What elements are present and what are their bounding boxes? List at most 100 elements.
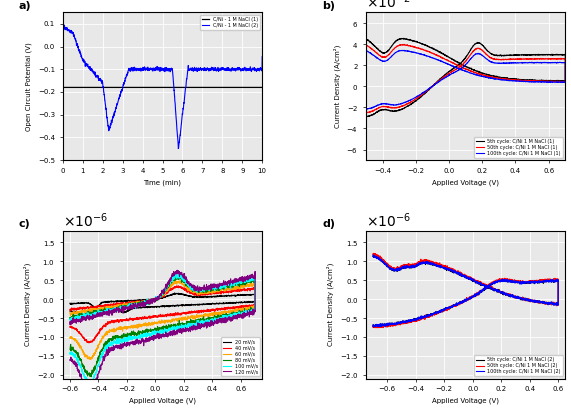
C/Ni - 1 M NaCl (2) [234,67,240,72]
60 mV/s [66,310,73,314]
60 mV/s [247,282,254,287]
100th cycle: C/Ni 1 M NaCl (2): (-0.627, -6.88e-07): C/Ni 1 M NaCl (2): (-0.627, -6.88e-07) [380,322,387,327]
50th cycle: C/Ni 1 M NaCl (1): (-0.5, -0.0249): C/Ni 1 M NaCl (1): (-0.5, -0.0249) [363,110,369,115]
Line: 5th cycle: C/Ni 1 M NaCl (1): 5th cycle: C/Ni 1 M NaCl (1) [366,38,565,117]
Text: d): d) [322,220,335,230]
80 mV/s [88,374,95,379]
C/Ni - 1 M NaCl (1) [59,85,66,90]
50th cycle: C/Ni 1 M NaCl (2): (-0.498, -6.18e-07): C/Ni 1 M NaCl (2): (-0.498, -6.18e-07) [399,320,405,325]
C/Ni - 1 M NaCl (2) [61,22,68,27]
C/Ni - 1 M NaCl (1) [94,85,101,90]
100th cycle: C/Ni 1 M NaCl (1): (-0.496, -0.0217): C/Ni 1 M NaCl (1): (-0.496, -0.0217) [363,106,370,111]
100 mV/s [145,333,152,338]
120 mV/s [87,393,94,398]
120 mV/s [247,276,254,281]
C/Ni - 1 M NaCl (2) [175,146,182,151]
C/Ni - 1 M NaCl (2) [255,67,262,72]
C/Ni - 1 M NaCl (2) [59,32,66,37]
5th cycle: C/Ni 1 M NaCl (2): (0.482, 4.77e-07): C/Ni 1 M NaCl (2): (0.482, 4.77e-07) [538,278,545,283]
120 mV/s [145,335,152,340]
C/Ni - 1 M NaCl (2) [259,54,266,59]
20 mV/s [77,312,84,317]
Line: 120 mV/s: 120 mV/s [70,270,255,396]
20 mV/s [86,301,93,306]
80 mV/s [237,280,244,285]
100th cycle: C/Ni 1 M NaCl (2): (-0.303, 9.38e-07): C/Ni 1 M NaCl (2): (-0.303, 9.38e-07) [426,261,433,266]
5th cycle: C/Ni 1 M NaCl (1): (0.605, 0.0299): C/Ni 1 M NaCl (1): (0.605, 0.0299) [546,52,553,57]
5th cycle: C/Ni 1 M NaCl (2): (-0.341, -4.67e-07): C/Ni 1 M NaCl (2): (-0.341, -4.67e-07) [421,314,428,319]
Y-axis label: Current Density (A/cm²): Current Density (A/cm²) [333,45,341,128]
Line: 20 mV/s: 20 mV/s [70,293,255,319]
5th cycle: C/Ni 1 M NaCl (2): (-0.7, 1.13e-06): C/Ni 1 M NaCl (2): (-0.7, 1.13e-06) [369,254,376,259]
40 mV/s [66,324,73,329]
5th cycle: C/Ni 1 M NaCl (2): (-0.692, 1.15e-06): C/Ni 1 M NaCl (2): (-0.692, 1.15e-06) [371,253,377,258]
60 mV/s [77,343,84,348]
Line: 100th cycle: C/Ni 1 M NaCl (1): 100th cycle: C/Ni 1 M NaCl (1) [366,50,565,109]
40 mV/s [145,314,152,319]
5th cycle: C/Ni 1 M NaCl (1): (-0.376, -0.0222): C/Ni 1 M NaCl (1): (-0.376, -0.0222) [383,107,390,112]
C/Ni - 1 M NaCl (2) [144,67,151,72]
50th cycle: C/Ni 1 M NaCl (1): (-0.269, 0.0398): C/Ni 1 M NaCl (1): (-0.269, 0.0398) [401,42,408,47]
100th cycle: C/Ni 1 M NaCl (1): (-0.433, 0.0268): C/Ni 1 M NaCl (1): (-0.433, 0.0268) [373,55,380,60]
5th cycle: C/Ni 1 M NaCl (2): (-0.671, -7.33e-07): C/Ni 1 M NaCl (2): (-0.671, -7.33e-07) [374,324,381,329]
50th cycle: C/Ni 1 M NaCl (1): (0.00931, 0.0232): C/Ni 1 M NaCl (1): (0.00931, 0.0232) [447,59,454,64]
Line: 50th cycle: C/Ni 1 M NaCl (1): 50th cycle: C/Ni 1 M NaCl (1) [366,44,565,113]
50th cycle: C/Ni 1 M NaCl (2): (-0.341, -4.75e-07): C/Ni 1 M NaCl (2): (-0.341, -4.75e-07) [421,314,428,319]
5th cycle: C/Ni 1 M NaCl (2): (-0.498, -6.34e-07): C/Ni 1 M NaCl (2): (-0.498, -6.34e-07) [399,321,405,326]
C/Ni - 1 M NaCl (1) [144,85,151,90]
20 mV/s [171,290,178,295]
100 mV/s [77,363,84,368]
100 mV/s [174,272,181,277]
5th cycle: C/Ni 1 M NaCl (1): (-0.432, 0.0357): C/Ni 1 M NaCl (1): (-0.432, 0.0357) [374,46,381,51]
20 mV/s [66,301,73,306]
C/Ni - 1 M NaCl (1) [255,85,262,90]
60 mV/s [66,335,73,340]
80 mV/s [172,273,179,278]
5th cycle: C/Ni 1 M NaCl (1): (0.00931, 0.0267): C/Ni 1 M NaCl (1): (0.00931, 0.0267) [447,56,454,61]
C/Ni - 1 M NaCl (2) [136,66,143,71]
C/Ni - 1 M NaCl (1) [234,85,240,90]
100th cycle: C/Ni 1 M NaCl (1): (0.00931, 0.02): C/Ni 1 M NaCl (1): (0.00931, 0.02) [447,63,454,68]
Line: 50th cycle: C/Ni 1 M NaCl (2): 50th cycle: C/Ni 1 M NaCl (2) [373,253,558,328]
80 mV/s [77,357,84,362]
60 mV/s [86,310,93,314]
40 mV/s [86,340,93,345]
60 mV/s [172,278,179,283]
X-axis label: Applied Voltage (V): Applied Voltage (V) [432,398,499,404]
Line: 100 mV/s: 100 mV/s [70,274,255,384]
60 mV/s [77,345,84,350]
50th cycle: C/Ni 1 M NaCl (2): (-0.627, -7.37e-07): C/Ni 1 M NaCl (2): (-0.627, -7.37e-07) [380,324,387,329]
100th cycle: C/Ni 1 M NaCl (2): (-0.498, -6.22e-07): C/Ni 1 M NaCl (2): (-0.498, -6.22e-07) [399,320,405,325]
80 mV/s [77,356,84,361]
100th cycle: C/Ni 1 M NaCl (2): (-0.697, -7.4e-07): C/Ni 1 M NaCl (2): (-0.697, -7.4e-07) [370,324,377,329]
100 mV/s [87,382,94,387]
40 mV/s [175,283,182,288]
50th cycle: C/Ni 1 M NaCl (2): (-0.659, -7.57e-07): C/Ni 1 M NaCl (2): (-0.659, -7.57e-07) [376,325,383,330]
80 mV/s [247,280,254,285]
Line: 100th cycle: C/Ni 1 M NaCl (2): 100th cycle: C/Ni 1 M NaCl (2) [373,255,558,327]
C/Ni - 1 M NaCl (1) [259,85,266,90]
60 mV/s [87,357,94,362]
C/Ni - 1 M NaCl (2) [82,61,89,66]
Legend: 5th cycle: C/Ni 1 M NaCl (2), 50th cycle: C/Ni 1 M NaCl (2), 100th cycle: C/Ni 1: 5th cycle: C/Ni 1 M NaCl (2), 50th cycle… [475,355,563,376]
120 mV/s [77,373,84,378]
100 mV/s [247,274,254,279]
40 mV/s [66,307,73,312]
50th cycle: C/Ni 1 M NaCl (1): (-0.496, -0.0253): C/Ni 1 M NaCl (1): (-0.496, -0.0253) [363,111,370,116]
100th cycle: C/Ni 1 M NaCl (2): (-0.414, -5.28e-07): C/Ni 1 M NaCl (2): (-0.414, -5.28e-07) [411,317,417,322]
20 mV/s [86,316,93,321]
100th cycle: C/Ni 1 M NaCl (1): (-0.5, 0.0339): C/Ni 1 M NaCl (1): (-0.5, 0.0339) [363,48,369,53]
Text: a): a) [19,1,31,11]
60 mV/s [145,322,152,327]
50th cycle: C/Ni 1 M NaCl (2): (-0.414, -5.94e-07): C/Ni 1 M NaCl (2): (-0.414, -5.94e-07) [411,319,417,324]
120 mV/s [77,373,84,378]
5th cycle: C/Ni 1 M NaCl (1): (-0.5, -0.0284): C/Ni 1 M NaCl (1): (-0.5, -0.0284) [363,114,369,119]
Text: b): b) [322,1,335,11]
Line: 80 mV/s: 80 mV/s [70,275,255,376]
Text: c): c) [19,220,31,230]
100 mV/s [237,279,244,284]
120 mV/s [66,319,73,324]
40 mV/s [77,332,84,337]
50th cycle: C/Ni 1 M NaCl (2): (-0.303, 1.02e-06): C/Ni 1 M NaCl (2): (-0.303, 1.02e-06) [426,258,433,263]
80 mV/s [86,311,93,316]
